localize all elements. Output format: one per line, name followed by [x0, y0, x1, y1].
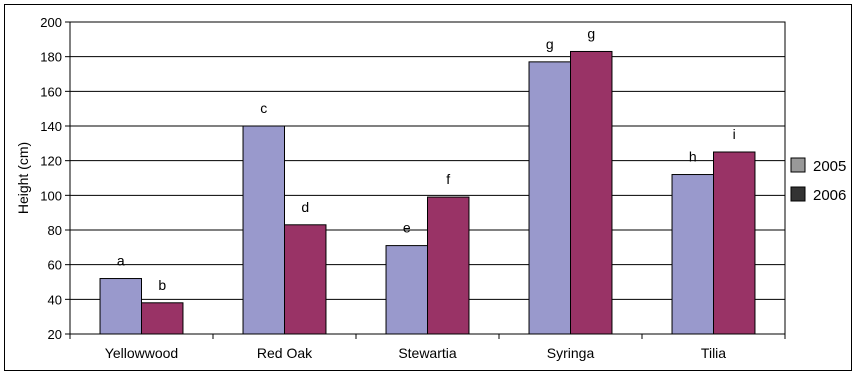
y-tick-label: 160 — [40, 84, 62, 99]
data-label: d — [301, 199, 309, 215]
x-tick-label: Stewartia — [398, 345, 457, 361]
legend-swatch-2006 — [790, 186, 806, 202]
y-tick-label: 180 — [40, 50, 62, 65]
x-tick-label: Yellowwood — [105, 345, 178, 361]
bar-2006-syringa — [570, 50, 613, 335]
bar-2006-tilia — [713, 151, 756, 335]
bar-2005-tilia — [671, 174, 715, 335]
plot-area-border — [69, 21, 786, 335]
x-tick-label: Red Oak — [257, 345, 313, 361]
data-label: a — [117, 253, 125, 269]
bar-2006-red-oak — [284, 224, 327, 335]
y-tick-label: 100 — [40, 188, 62, 203]
bar-2006-stewartia — [427, 196, 470, 335]
bar-2005-syringa — [528, 61, 572, 335]
bar-2005-yellowwood — [99, 278, 142, 335]
chart-frame: 20 40 60 80 100 120 140 160 180 200 a b c d e f g g h i Ye… — [4, 4, 852, 371]
y-tick-label: 140 — [40, 119, 62, 134]
bar-2005-red-oak — [242, 125, 285, 335]
y-axis-ticks: 20 40 60 80 100 120 140 160 180 200 — [40, 15, 70, 342]
y-axis-label: Height (cm) — [15, 142, 31, 214]
legend: 2005 2006 — [790, 157, 846, 204]
bars — [99, 50, 756, 335]
x-tick-label: Tilia — [701, 345, 726, 361]
x-tick-label: Syringa — [547, 345, 595, 361]
bar-2006-yellowwood — [141, 302, 184, 335]
y-tick-label: 80 — [48, 223, 62, 238]
bar-2005-stewartia — [385, 245, 428, 335]
data-label: f — [446, 171, 450, 187]
data-label: b — [158, 277, 166, 293]
x-axis-ticks: Yellowwood Red Oak Stewartia Syringa Tilia — [69, 334, 786, 361]
y-tick-label: 20 — [48, 327, 62, 342]
y-tick-label: 200 — [40, 15, 62, 30]
y-tick-label: 120 — [40, 154, 62, 169]
data-label: h — [689, 149, 697, 165]
legend-label-2006: 2006 — [813, 187, 846, 204]
data-label: g — [546, 36, 554, 52]
legend-swatch-2005 — [790, 157, 806, 173]
data-label: i — [733, 126, 736, 142]
bar-chart: 20 40 60 80 100 120 140 160 180 200 a b c d e f g g h i Ye… — [4, 4, 852, 371]
data-labels: a b c d e f g g h i — [117, 25, 736, 292]
y-tick-label: 40 — [48, 292, 62, 307]
data-label: g — [587, 25, 595, 41]
y-tick-label: 60 — [48, 258, 62, 273]
data-label: c — [260, 100, 267, 116]
data-label: e — [403, 220, 411, 236]
legend-label-2005: 2005 — [813, 158, 846, 175]
